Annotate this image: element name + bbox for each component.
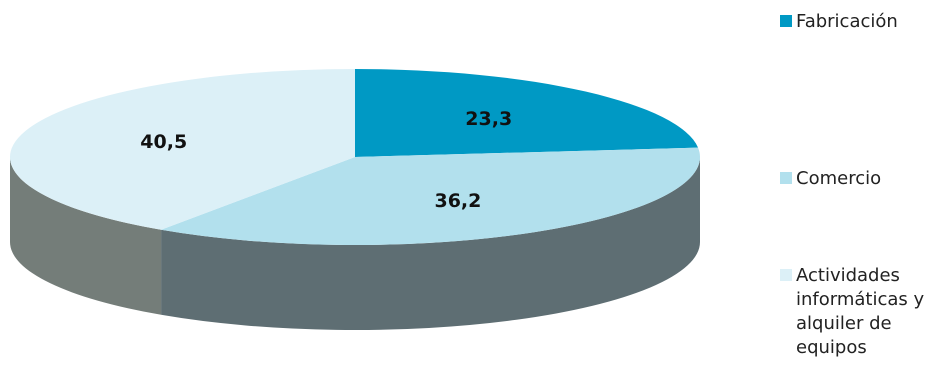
pie-slice-fabricacion bbox=[355, 69, 699, 157]
legend-swatch-comercio bbox=[780, 172, 792, 184]
legend-swatch-fabricacion bbox=[780, 15, 792, 27]
legend-item-comercio: Comercio bbox=[780, 167, 939, 191]
pie-side-comercio bbox=[161, 157, 700, 331]
data-labels: 23,3 36,2 40,5 bbox=[140, 108, 512, 212]
legend-item-fabricacion: Fabricación bbox=[780, 10, 939, 34]
pie-slices bbox=[9, 69, 700, 246]
pie-side-actividades bbox=[10, 157, 162, 315]
legend-item-actividades: Actividades informáticas y alquiler de e… bbox=[780, 264, 939, 360]
pie-sides bbox=[10, 157, 700, 331]
data-label-fabricacion: 23,3 bbox=[465, 108, 512, 130]
legend-swatch-actividades bbox=[780, 269, 792, 281]
legend-label-fabricacion: Fabricación bbox=[796, 11, 898, 32]
pie-slice-comercio bbox=[161, 147, 700, 246]
legend-label-comercio: Comercio bbox=[796, 168, 882, 189]
legend-label-actividades: Actividades informáticas y alquiler de e… bbox=[796, 265, 925, 358]
data-label-actividades: 40,5 bbox=[140, 131, 187, 153]
pie-slice-actividades bbox=[9, 69, 355, 230]
data-label-comercio: 36,2 bbox=[434, 190, 481, 212]
legend: Fabricación Comercio Actividades informá… bbox=[780, 0, 939, 371]
